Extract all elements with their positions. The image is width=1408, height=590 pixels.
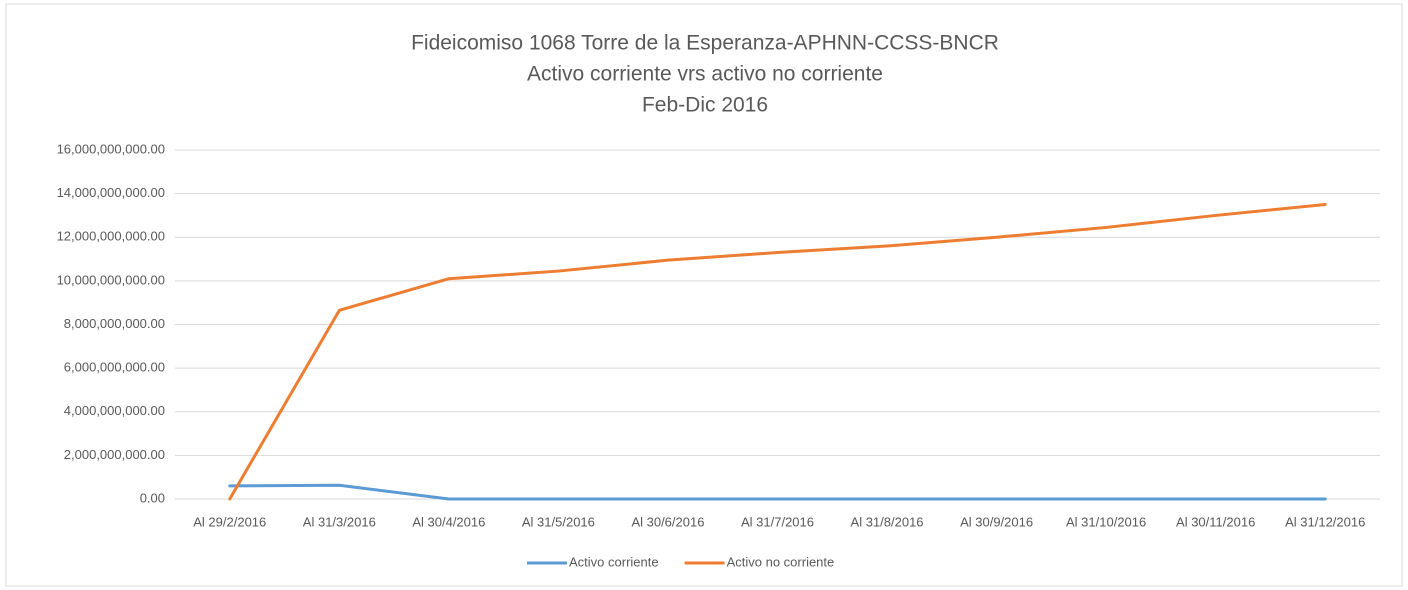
y-tick-label: 6,000,000,000.00 [64,360,165,375]
x-tick-label: Al 31/3/2016 [303,514,376,529]
legend-label: Activo no corriente [727,554,835,569]
x-tick-label: Al 30/6/2016 [631,514,704,529]
series-line [228,483,1327,501]
chart-title: Feb-Dic 2016 [642,94,768,117]
y-tick-label: 2,000,000,000.00 [64,447,165,462]
series-line [228,203,1327,501]
chart-title: Fideicomiso 1068 Torre de la Esperanza-A… [411,32,999,55]
chart-title: Activo corriente vrs activo no corriente [527,63,883,86]
y-tick-label: 12,000,000,000.00 [57,229,165,244]
x-tick-label: Al 31/8/2016 [851,514,924,529]
x-tick-label: Al 31/10/2016 [1066,514,1146,529]
x-tick-label: Al 31/7/2016 [741,514,814,529]
y-tick-label: 10,000,000,000.00 [57,272,165,287]
y-tick-label: 4,000,000,000.00 [64,403,165,418]
y-tick-label: 16,000,000,000.00 [57,141,165,156]
y-tick-label: 0.00 [140,490,165,505]
y-tick-label: 14,000,000,000.00 [57,185,165,200]
x-tick-label: Al 31/5/2016 [522,514,595,529]
x-tick-label: Al 31/12/2016 [1285,514,1365,529]
x-tick-label: Al 29/2/2016 [193,514,266,529]
x-tick-label: Al 30/4/2016 [412,514,485,529]
x-tick-label: Al 30/11/2016 [1176,514,1255,529]
legend-label: Activo corriente [569,554,659,569]
chart-border [5,3,1403,587]
y-tick-label: 8,000,000,000.00 [64,316,165,331]
x-tick-label: Al 30/9/2016 [960,514,1033,529]
